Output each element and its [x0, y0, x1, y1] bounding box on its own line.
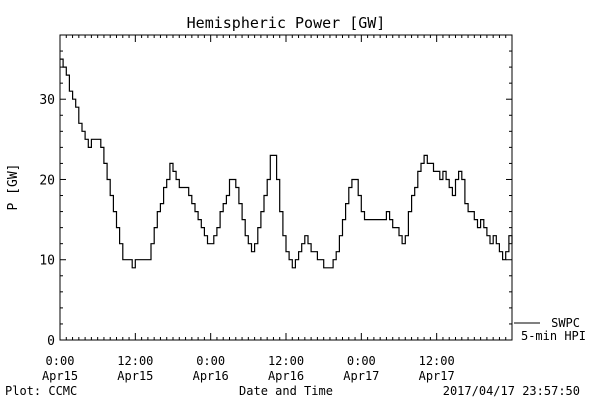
plot-credit: Plot: CCMC	[5, 384, 77, 398]
series-layer	[60, 58, 513, 269]
chart-title: Hemispheric Power [GW]	[187, 14, 386, 32]
x-tick-label-time: 12:00	[419, 354, 455, 368]
x-tick-label-date: Apr17	[343, 369, 379, 383]
x-axis-ticks: 0:00Apr1512:00Apr150:00Apr1612:00Apr160:…	[42, 35, 513, 383]
plot-frame	[59, 34, 513, 341]
y-axis-ticks: 0 10 20 30	[39, 34, 512, 349]
x-tick-label-time: 12:00	[117, 354, 153, 368]
x-tick-label-date: Apr16	[193, 369, 229, 383]
x-tick-label-time: 0:00	[196, 354, 225, 368]
x-tick-label-date: Apr16	[268, 369, 304, 383]
y-tick-label: 20	[39, 173, 55, 188]
y-tick-label: 30	[39, 93, 55, 108]
x-tick-label-date: Apr17	[419, 369, 455, 383]
series-line-swpc	[60, 58, 513, 269]
legend: SWPC 5-min HPI	[514, 316, 586, 343]
y-tick-label: 10	[39, 254, 55, 269]
x-tick-label-time: 0:00	[347, 354, 376, 368]
legend-entry-swpc: SWPC	[551, 316, 580, 330]
y-axis-label: P [GW]	[6, 164, 21, 211]
x-tick-label-time: 12:00	[268, 354, 304, 368]
x-tick-label-date: Apr15	[117, 369, 153, 383]
x-tick-label-date: Apr15	[42, 369, 78, 383]
plot-timestamp: 2017/04/17 23:57:50	[443, 384, 580, 398]
x-axis-label: Date and Time	[239, 384, 333, 398]
y-tick-label: 0	[47, 334, 55, 349]
legend-entry-5min-hpi: 5-min HPI	[521, 329, 586, 343]
x-tick-label-time: 0:00	[46, 354, 75, 368]
